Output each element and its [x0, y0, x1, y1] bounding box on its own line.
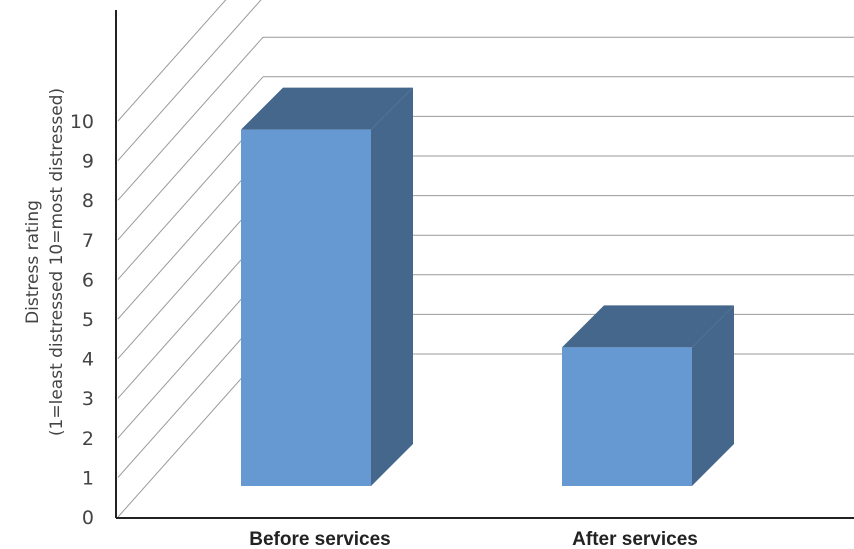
y-tick-label-5: 5	[82, 309, 94, 331]
y-tick-label-0: 0	[82, 507, 94, 529]
gridline-diagonal-8	[117, 36, 264, 201]
gridline-diagonal-0	[117, 353, 264, 518]
y-axis-title: Distress rating (1=least distressed 10=m…	[23, 88, 67, 436]
bar-top-face	[241, 87, 413, 130]
y-tick-labels: 0 1 2 3 4 5 6 7 8 9 10	[70, 111, 94, 529]
gridlines	[117, 0, 854, 518]
y-tick-label-1: 1	[82, 467, 94, 489]
y-tick-label-8: 8	[82, 190, 94, 212]
bar-side-face	[692, 305, 734, 486]
bar-before-services	[241, 87, 413, 486]
gridline-diagonal-10	[117, 0, 227, 122]
y-tick-label-6: 6	[82, 269, 94, 291]
gridline-diagonal-5	[117, 155, 264, 320]
bars	[241, 87, 734, 486]
gridline-diagonal-4	[117, 195, 264, 359]
category-label-before: Before services	[249, 529, 391, 549]
gridline-diagonal-6	[117, 116, 264, 280]
y-tick-label-2: 2	[82, 428, 94, 450]
gridline-diagonal-2	[117, 274, 264, 439]
bar-front-face	[562, 347, 692, 486]
gridline-diagonal-9	[117, 0, 262, 161]
gridline-diagonal-7	[117, 76, 264, 241]
gridline-diagonal-1	[117, 314, 264, 478]
y-tick-label-7: 7	[82, 230, 94, 252]
bar-front-face	[241, 129, 371, 486]
gridline-diagonal-3	[117, 234, 264, 399]
axes	[115, 10, 854, 519]
y-tick-label-4: 4	[82, 349, 94, 371]
y-tick-label-10: 10	[70, 111, 94, 133]
bar-top-face	[562, 305, 734, 348]
y-tick-label-3: 3	[82, 388, 94, 410]
y-tick-label-9: 9	[82, 151, 94, 173]
y-axis-title-line2: (1=least distressed 10=most distressed)	[47, 88, 67, 436]
bar-side-face	[371, 87, 413, 486]
bar-after-services	[562, 305, 734, 486]
category-labels: Before services After services	[249, 529, 698, 549]
y-axis-title-line1: Distress rating	[23, 200, 43, 324]
category-label-after: After services	[572, 529, 698, 549]
